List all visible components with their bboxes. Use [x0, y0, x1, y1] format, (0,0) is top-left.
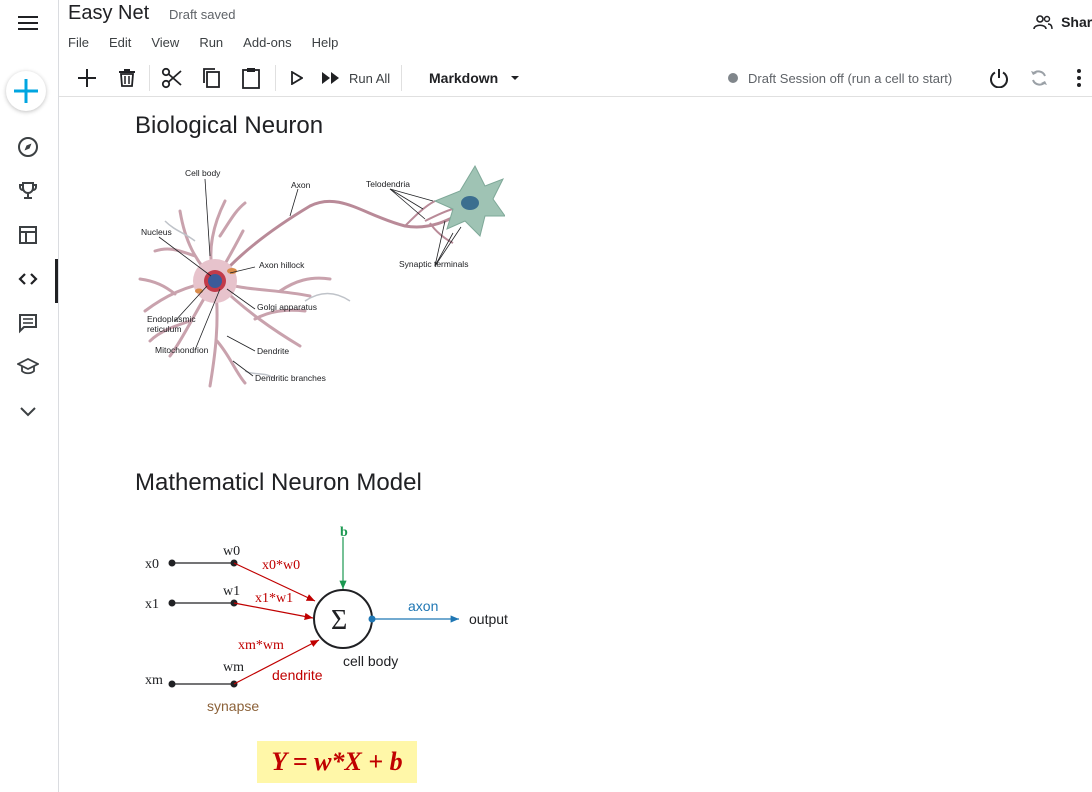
- label-axon: axon: [408, 598, 438, 614]
- label-axon: Axon: [291, 180, 311, 190]
- table-icon[interactable]: [0, 215, 56, 255]
- label-reticulum: reticulum: [147, 324, 181, 334]
- copy-icon[interactable]: [199, 65, 223, 91]
- toolbar-divider: [275, 65, 276, 91]
- label-synaptic-terminals: Synaptic terminals: [399, 259, 468, 269]
- left-sidebar: [0, 0, 59, 792]
- heading-mathematical-neuron-model: Mathematicl Neuron Model: [135, 469, 422, 496]
- label-nucleus: Nucleus: [141, 227, 172, 237]
- label-mitochondrion: Mitochondrion: [155, 345, 209, 355]
- label-x1: x1: [145, 597, 159, 612]
- people-icon: [1033, 15, 1053, 30]
- add-cell-icon[interactable]: [75, 65, 99, 91]
- run-all-label: Run All: [349, 70, 391, 86]
- share-button[interactable]: Share: [1033, 14, 1092, 30]
- compass-icon[interactable]: [0, 127, 56, 167]
- mathematical-neuron-diagram: x0 x1 xm w0 w1 wm x0*w0 x1*w1 xm*wm b Σ …: [145, 525, 508, 714]
- run-all-button[interactable]: Run All: [321, 65, 397, 91]
- label-bias: b: [340, 525, 348, 540]
- trophy-icon[interactable]: [0, 171, 56, 211]
- cut-icon[interactable]: [159, 65, 185, 91]
- label-output: output: [469, 611, 508, 627]
- label-golgi-apparatus: Golgi apparatus: [257, 302, 317, 312]
- label-x1-w1: x1*w1: [255, 591, 293, 606]
- target-cell: [433, 164, 505, 237]
- menu-file[interactable]: File: [68, 35, 89, 50]
- cell-type-value: Markdown: [429, 70, 499, 86]
- menu-view[interactable]: View: [151, 35, 180, 50]
- menu-bar: File Edit View Run Add-ons Help: [68, 35, 358, 50]
- label-x0: x0: [145, 557, 159, 572]
- share-label: Share: [1061, 14, 1092, 30]
- more-options-icon[interactable]: [1067, 65, 1091, 91]
- menu-edit[interactable]: Edit: [108, 35, 132, 50]
- graduation-cap-icon[interactable]: [0, 347, 56, 387]
- menu-run[interactable]: Run: [199, 35, 224, 50]
- label-axon-hillock: Axon hillock: [259, 260, 305, 270]
- session-status: Draft Session off (run a cell to start): [728, 65, 952, 91]
- label-dendritic-branches: Dendritic branches: [255, 373, 326, 383]
- label-dendrite: Dendrite: [257, 346, 289, 356]
- notebook-header: Easy Net Draft saved File Edit View Run …: [59, 0, 1092, 58]
- notebook-content: Biological Neuron: [59, 97, 1092, 792]
- label-endoplasmic: Endoplasmic: [147, 314, 196, 324]
- label-cell-body: Cell body: [185, 168, 221, 178]
- fast-forward-icon: [322, 72, 339, 84]
- notebook-toolbar: Run All Markdown Draft Session off (run …: [59, 59, 1092, 97]
- heading-biological-neuron: Biological Neuron: [135, 112, 324, 139]
- label-xm: xm: [145, 673, 163, 688]
- caret-down-icon: [511, 76, 520, 80]
- formula-box: Y = w*X + b: [257, 741, 417, 783]
- label-telodendria: Telodendria: [366, 179, 410, 189]
- label-wm: wm: [223, 660, 244, 675]
- menu-add-ons[interactable]: Add-ons: [243, 35, 292, 50]
- label-dendrite: dendrite: [272, 667, 323, 683]
- save-status: Draft saved: [169, 7, 236, 22]
- paste-icon[interactable]: [239, 65, 263, 91]
- sigma-symbol: Σ: [331, 605, 347, 636]
- run-cell-icon[interactable]: [287, 65, 307, 91]
- menu-help[interactable]: Help: [311, 35, 339, 50]
- plus-icon: [14, 79, 38, 103]
- power-icon[interactable]: [987, 65, 1011, 91]
- label-xm-wm: xm*wm: [238, 638, 284, 653]
- code-icon[interactable]: [0, 259, 58, 303]
- create-new-button[interactable]: [6, 71, 46, 111]
- cell-type-dropdown[interactable]: Markdown: [429, 65, 529, 91]
- refresh-icon[interactable]: [1027, 65, 1051, 91]
- session-status-text: Draft Session off (run a cell to start): [748, 70, 953, 86]
- label-w0: w0: [223, 544, 240, 559]
- label-synapse: synapse: [207, 698, 259, 714]
- label-w1: w1: [223, 584, 240, 599]
- trash-icon[interactable]: [115, 65, 139, 91]
- notebook-title[interactable]: Easy Net: [68, 2, 150, 24]
- label-x0-w0: x0*w0: [262, 558, 300, 573]
- session-status-dot: [728, 73, 738, 83]
- biological-neuron-illustration: Cell body Axon Telodendria Nucleus Axon …: [138, 164, 505, 388]
- hamburger-menu-icon[interactable]: [0, 3, 56, 43]
- toolbar-divider: [401, 65, 402, 91]
- chevron-down-icon[interactable]: [0, 391, 56, 431]
- toolbar-divider: [149, 65, 150, 91]
- label-cell-body: cell body: [343, 653, 398, 669]
- comment-icon[interactable]: [0, 303, 56, 343]
